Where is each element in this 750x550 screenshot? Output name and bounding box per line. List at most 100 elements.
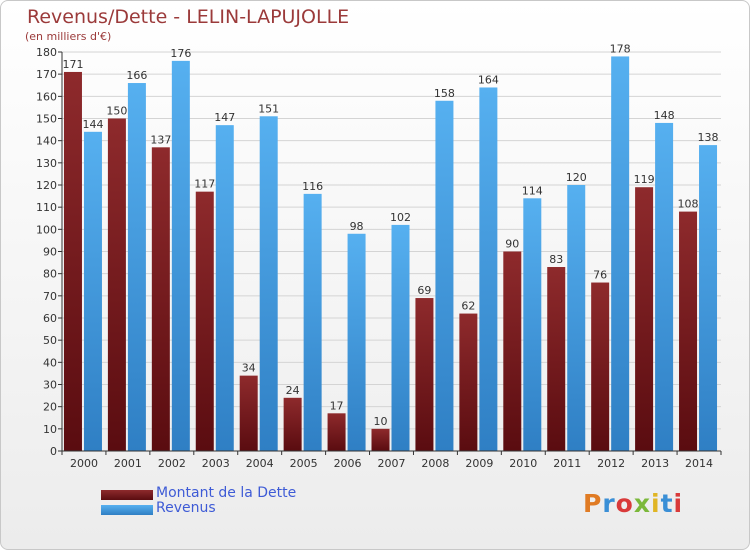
- y-tick-label: 10: [43, 423, 57, 436]
- y-tick-label: 80: [43, 268, 57, 281]
- x-tick-label: 2003: [202, 457, 230, 470]
- bar-revenus: [699, 145, 718, 451]
- bar-revenus: [83, 131, 102, 452]
- logo-letter: x: [633, 489, 651, 518]
- x-tick-label: 2002: [158, 457, 186, 470]
- bar-revenus: [655, 122, 674, 451]
- logo-letter: i: [673, 489, 684, 518]
- y-tick-label: 60: [43, 312, 57, 325]
- y-tick-label: 90: [43, 246, 57, 259]
- data-label-revenus: 98: [350, 220, 364, 233]
- chart-title: Revenus/Dette - LELIN-LAPUJOLLE: [27, 6, 350, 28]
- bar-revenus: [215, 125, 234, 452]
- data-label-revenus: 120: [566, 171, 587, 184]
- y-tick-label: 20: [43, 401, 57, 414]
- data-label-revenus: 144: [82, 118, 103, 131]
- data-label-dette: 137: [150, 133, 171, 146]
- bar-dette: [547, 267, 566, 451]
- y-tick-label: 50: [43, 334, 57, 347]
- proxiti-logo: Proxiti: [583, 489, 683, 518]
- y-tick-label: 100: [36, 223, 57, 236]
- bar-dette: [503, 251, 522, 451]
- logo-letter: t: [660, 489, 674, 518]
- legend-swatch-revenus: [101, 505, 153, 515]
- bar-dette: [151, 147, 170, 452]
- bars: [63, 56, 718, 452]
- x-tick-label: 2000: [70, 457, 98, 470]
- bar-dette: [327, 413, 346, 451]
- bar-revenus: [567, 185, 586, 451]
- y-tick-label: 140: [36, 135, 57, 148]
- x-tick-label: 2001: [114, 457, 142, 470]
- y-tick-label: 0: [50, 445, 57, 458]
- y-tick-label: 120: [36, 179, 57, 192]
- bar-dette: [63, 71, 82, 451]
- y-tick-label: 160: [36, 90, 57, 103]
- y-tick-label: 110: [36, 201, 57, 214]
- y-tick-label: 130: [36, 157, 57, 170]
- bar-revenus: [523, 198, 542, 451]
- bar-revenus: [479, 87, 498, 451]
- x-tick-label: 2007: [378, 457, 406, 470]
- data-label-dette: 83: [549, 253, 563, 266]
- data-label-dette: 119: [634, 173, 655, 186]
- data-label-revenus: 138: [698, 131, 719, 144]
- data-label-revenus: 116: [302, 180, 323, 193]
- y-tick-label: 170: [36, 68, 57, 81]
- data-label-dette: 62: [461, 300, 475, 313]
- bar-dette: [459, 313, 478, 451]
- chart-subtitle: (en milliers d'€): [25, 30, 112, 43]
- y-tick-label: 30: [43, 379, 57, 392]
- x-tick-label: 2009: [465, 457, 493, 470]
- data-label-revenus: 114: [522, 184, 543, 197]
- data-label-revenus: 158: [434, 87, 455, 100]
- data-label-dette: 17: [330, 399, 344, 412]
- data-label-dette: 34: [242, 362, 256, 375]
- data-label-revenus: 148: [654, 109, 675, 122]
- bar-revenus: [611, 56, 630, 451]
- bar-revenus: [435, 100, 454, 452]
- x-tick-label: 2012: [597, 457, 625, 470]
- bar-dette: [195, 191, 214, 451]
- bar-dette: [239, 375, 258, 451]
- bar-revenus: [127, 83, 146, 452]
- bar-revenus: [347, 233, 366, 451]
- data-label-dette: 171: [62, 58, 83, 71]
- data-label-dette: 69: [417, 284, 431, 297]
- bar-revenus: [171, 60, 190, 451]
- y-tick-label: 70: [43, 290, 57, 303]
- bar-dette: [107, 118, 126, 451]
- logo-letter: r: [602, 489, 616, 518]
- data-label-dette: 108: [678, 198, 699, 211]
- logo-letter: o: [615, 489, 634, 518]
- data-label-revenus: 151: [258, 102, 279, 115]
- logo-letter: P: [583, 489, 603, 518]
- x-tick-label: 2010: [509, 457, 537, 470]
- data-label-revenus: 164: [478, 73, 499, 86]
- bar-dette: [591, 282, 610, 451]
- bar-revenus: [259, 116, 278, 452]
- x-tick-label: 2008: [421, 457, 449, 470]
- x-tick-label: 2004: [246, 457, 274, 470]
- legend-label-dette: Montant de la Dette: [156, 485, 297, 501]
- data-label-revenus: 176: [170, 47, 191, 60]
- x-tick-label: 2006: [334, 457, 362, 470]
- x-tick-label: 2011: [553, 457, 581, 470]
- bar-dette: [371, 428, 390, 451]
- y-tick-label: 180: [36, 46, 57, 59]
- data-label-dette: 150: [106, 105, 127, 118]
- data-label-dette: 10: [374, 415, 388, 428]
- axes: 0 10 20 30 40 50 60 70 80 90 100 110 120 130 140 150 160…: [36, 46, 722, 470]
- bar-dette: [635, 187, 654, 451]
- logo-letter: i: [651, 489, 661, 518]
- data-label-revenus: 178: [610, 42, 631, 55]
- bar-revenus: [303, 193, 322, 451]
- legend-swatch-dette: [101, 490, 153, 500]
- y-tick-label: 150: [36, 113, 57, 126]
- x-tick-label: 2005: [290, 457, 318, 470]
- x-tick-label: 2014: [685, 457, 713, 470]
- bar-revenus: [391, 224, 410, 451]
